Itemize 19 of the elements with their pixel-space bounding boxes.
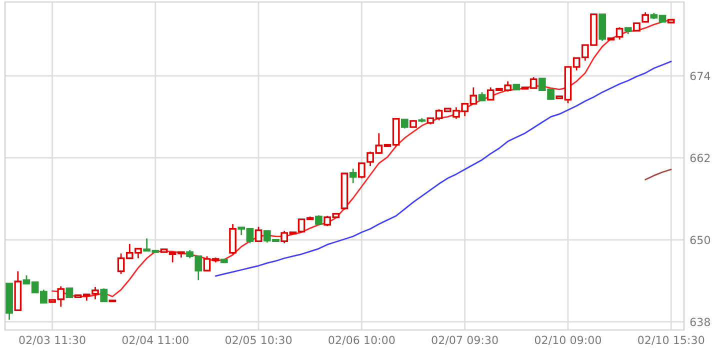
candlestick bbox=[100, 288, 108, 302]
x-tick-label: 02/04 11:00 bbox=[122, 336, 188, 346]
x-tick-label: 02/07 09:30 bbox=[432, 336, 498, 346]
candlestick bbox=[358, 162, 366, 179]
candlestick bbox=[349, 168, 357, 184]
y-tick-label: 662 bbox=[690, 154, 710, 162]
candlestick bbox=[254, 226, 262, 242]
x-tick-label: 02/10 15:30 bbox=[638, 336, 704, 346]
line-series bbox=[644, 168, 672, 180]
candlestick bbox=[229, 223, 236, 255]
y-tick-label: 638 bbox=[690, 318, 710, 326]
y-tick-label: 650 bbox=[690, 236, 710, 244]
x-tick-label: 02/03 11:30 bbox=[19, 336, 86, 346]
y-tick-label: 674 bbox=[690, 72, 710, 80]
candlestick bbox=[616, 26, 624, 40]
x-tick-label: 02/10 09:00 bbox=[534, 336, 602, 346]
line-series bbox=[214, 60, 672, 277]
x-tick-label: 02/06 10:00 bbox=[328, 336, 395, 346]
x-tick-label: 02/05 10:30 bbox=[225, 336, 292, 346]
